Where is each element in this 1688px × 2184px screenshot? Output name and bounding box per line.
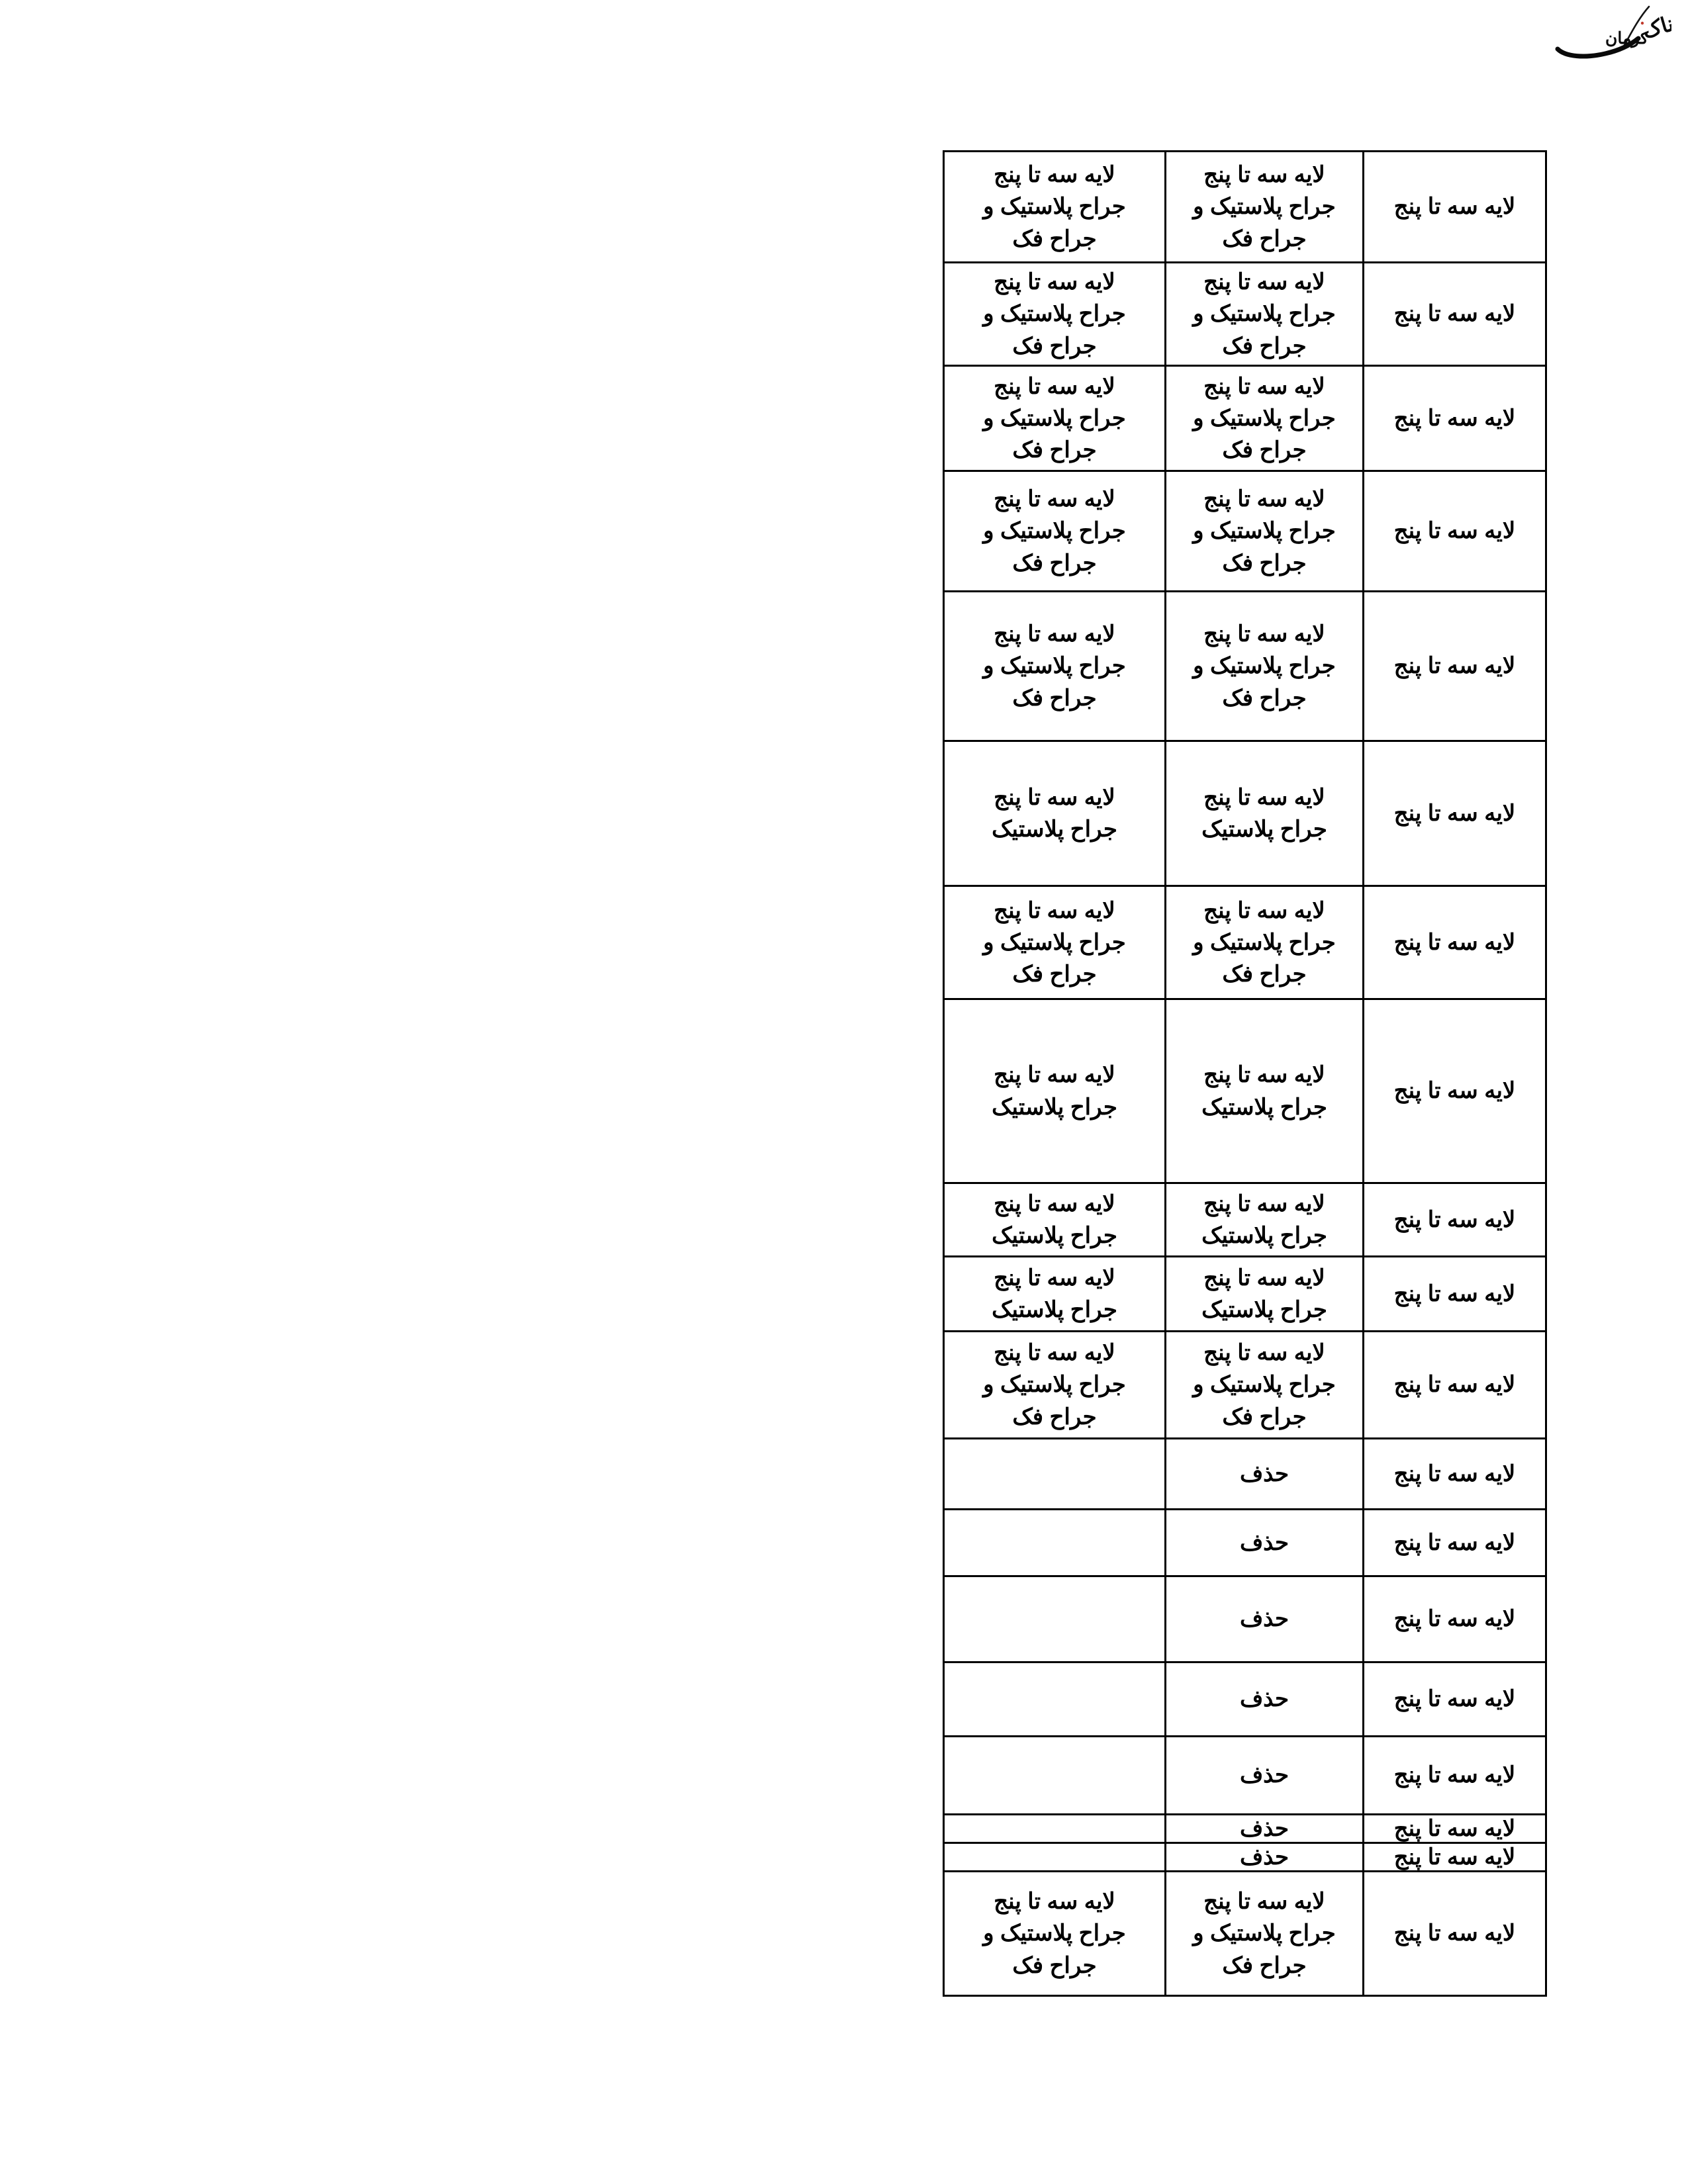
- svg-text:کرمان: کرمان: [1605, 29, 1649, 48]
